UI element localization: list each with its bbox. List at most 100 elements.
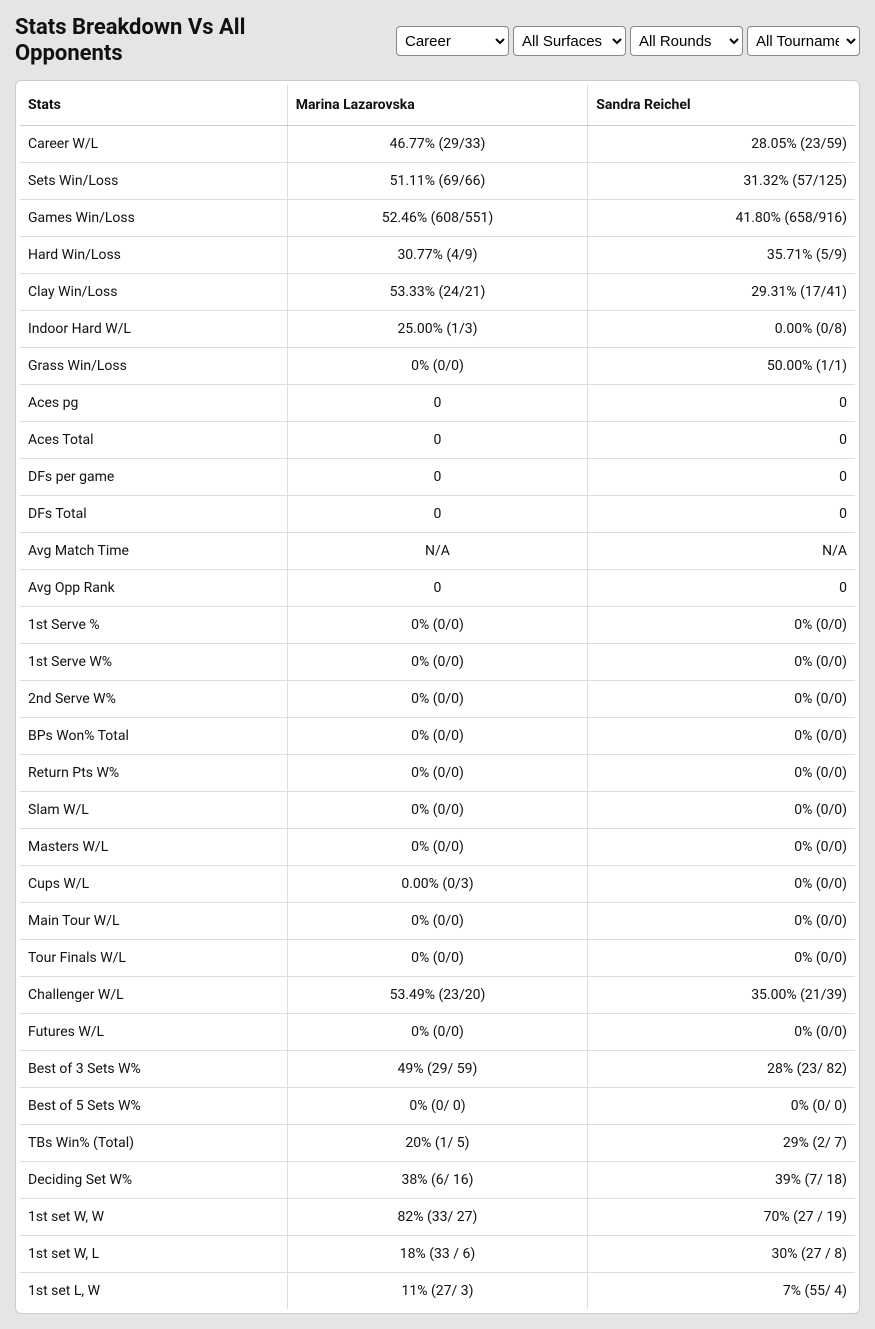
table-row: Aces pg00 [20,384,855,421]
stat-value-player1: 0% (0/0) [287,717,588,754]
stat-value-player1: 11% (27/ 3) [287,1272,588,1309]
stat-value-player2: 0% (0/0) [588,717,855,754]
stat-value-player2: 7% (55/ 4) [588,1272,855,1309]
table-row: 1st Serve W%0% (0/0)0% (0/0) [20,643,855,680]
stat-value-player1: 0% (0/0) [287,680,588,717]
stat-value-player2: 0 [588,495,855,532]
stat-label: DFs per game [20,458,287,495]
table-row: Hard Win/Loss30.77% (4/9)35.71% (5/9) [20,236,855,273]
stat-value-player1: 25.00% (1/3) [287,310,588,347]
stat-value-player2: 0% (0/0) [588,828,855,865]
stat-label: Aces pg [20,384,287,421]
stat-value-player1: 0% (0/0) [287,791,588,828]
stat-label: Futures W/L [20,1013,287,1050]
stat-label: Avg Match Time [20,532,287,569]
stat-value-player1: 0% (0/0) [287,754,588,791]
table-row: Avg Match TimeN/AN/A [20,532,855,569]
table-row: Tour Finals W/L0% (0/0)0% (0/0) [20,939,855,976]
table-row: Masters W/L0% (0/0)0% (0/0) [20,828,855,865]
stat-label: Best of 5 Sets W% [20,1087,287,1124]
stat-label: Grass Win/Loss [20,347,287,384]
table-row: Best of 3 Sets W%49% (29/ 59)28% (23/ 82… [20,1050,855,1087]
stat-value-player2: 0% (0/0) [588,939,855,976]
stat-value-player2: 0% (0/0) [588,902,855,939]
stat-value-player2: N/A [588,532,855,569]
stat-value-player1: 53.49% (23/20) [287,976,588,1013]
filter-rounds[interactable]: All Rounds [630,26,743,56]
stat-value-player2: 0% (0/0) [588,643,855,680]
stat-label: Games Win/Loss [20,199,287,236]
stat-label: 1st set W, L [20,1235,287,1272]
stat-value-player1: 0% (0/0) [287,1013,588,1050]
filter-timeframe[interactable]: Career [396,26,509,56]
stat-label: Challenger W/L [20,976,287,1013]
stat-value-player2: 28% (23/ 82) [588,1050,855,1087]
table-row: 1st Serve %0% (0/0)0% (0/0) [20,606,855,643]
filters: Career All Surfaces All Rounds All Tourn… [396,26,860,56]
stat-label: Avg Opp Rank [20,569,287,606]
table-row: DFs Total00 [20,495,855,532]
stat-value-player2: 0% (0/0) [588,1013,855,1050]
table-row: Grass Win/Loss0% (0/0)50.00% (1/1) [20,347,855,384]
stat-label: 1st set L, W [20,1272,287,1309]
stat-value-player2: 0% (0/0) [588,791,855,828]
stat-value-player1: 49% (29/ 59) [287,1050,588,1087]
stat-value-player1: 0% (0/0) [287,347,588,384]
stat-label: 1st set W, W [20,1198,287,1235]
table-row: Games Win/Loss52.46% (608/551)41.80% (65… [20,199,855,236]
stat-value-player2: 41.80% (658/916) [588,199,855,236]
table-row: Futures W/L0% (0/0)0% (0/0) [20,1013,855,1050]
stat-value-player2: 0% (0/ 0) [588,1087,855,1124]
stat-value-player1: 0 [287,458,588,495]
stat-value-player2: 28.05% (23/59) [588,125,855,162]
stat-label: TBs Win% (Total) [20,1124,287,1161]
table-row: Best of 5 Sets W%0% (0/ 0)0% (0/ 0) [20,1087,855,1124]
stat-value-player2: 0 [588,458,855,495]
stat-value-player1: 30.77% (4/9) [287,236,588,273]
table-row: Clay Win/Loss53.33% (24/21)29.31% (17/41… [20,273,855,310]
stat-label: Tour Finals W/L [20,939,287,976]
stat-value-player1: 0% (0/0) [287,828,588,865]
stat-value-player2: 29.31% (17/41) [588,273,855,310]
table-row: Challenger W/L53.49% (23/20)35.00% (21/3… [20,976,855,1013]
stat-value-player2: 0% (0/0) [588,754,855,791]
stat-label: 1st Serve W% [20,643,287,680]
table-row: Slam W/L0% (0/0)0% (0/0) [20,791,855,828]
stat-label: Slam W/L [20,791,287,828]
stat-value-player1: 20% (1/ 5) [287,1124,588,1161]
stat-value-player1: N/A [287,532,588,569]
filter-tournaments[interactable]: All Tournaments [747,26,860,56]
filter-surface[interactable]: All Surfaces [513,26,626,56]
stat-value-player2: 70% (27 / 19) [588,1198,855,1235]
table-row: Career W/L46.77% (29/33)28.05% (23/59) [20,125,855,162]
stat-value-player1: 46.77% (29/33) [287,125,588,162]
stat-value-player1: 38% (6/ 16) [287,1161,588,1198]
stat-value-player1: 0% (0/0) [287,902,588,939]
stat-value-player2: 0 [588,421,855,458]
stat-value-player1: 82% (33/ 27) [287,1198,588,1235]
stat-value-player2: 50.00% (1/1) [588,347,855,384]
stat-label: 2nd Serve W% [20,680,287,717]
stat-value-player2: 0% (0/0) [588,606,855,643]
page-title: Stats Breakdown Vs All Opponents [15,15,315,68]
stat-value-player2: 35.00% (21/39) [588,976,855,1013]
stat-value-player2: 39% (7/ 18) [588,1161,855,1198]
stat-label: Sets Win/Loss [20,162,287,199]
stat-value-player2: 35.71% (5/9) [588,236,855,273]
col-header-player1: Marina Lazarovska [287,85,588,126]
stat-value-player2: 0 [588,384,855,421]
stat-label: BPs Won% Total [20,717,287,754]
table-row: 2nd Serve W%0% (0/0)0% (0/0) [20,680,855,717]
stat-value-player1: 0 [287,421,588,458]
stat-label: Return Pts W% [20,754,287,791]
stat-value-player1: 0% (0/ 0) [287,1087,588,1124]
table-header-row: Stats Marina Lazarovska Sandra Reichel [20,85,855,126]
table-row: Aces Total00 [20,421,855,458]
stat-value-player1: 0.00% (0/3) [287,865,588,902]
table-row: Indoor Hard W/L25.00% (1/3)0.00% (0/8) [20,310,855,347]
stat-value-player2: 0% (0/0) [588,680,855,717]
stat-value-player1: 0 [287,495,588,532]
stat-label: Best of 3 Sets W% [20,1050,287,1087]
table-row: Avg Opp Rank00 [20,569,855,606]
stat-label: Aces Total [20,421,287,458]
